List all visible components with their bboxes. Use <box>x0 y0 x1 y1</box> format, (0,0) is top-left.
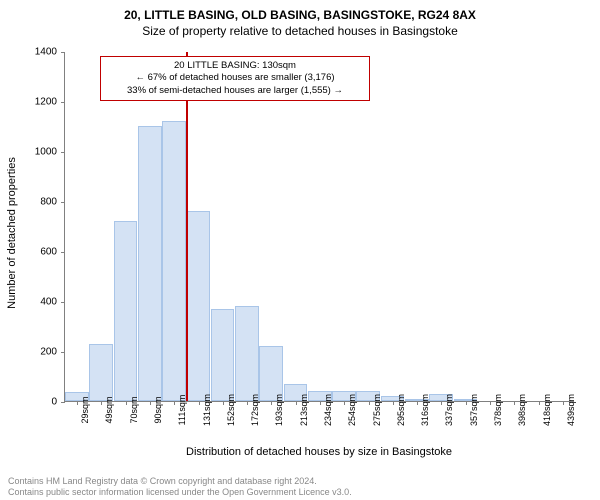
y-tick-mark <box>61 52 65 53</box>
x-tick-mark <box>320 401 321 405</box>
y-tick-mark <box>61 402 65 403</box>
y-tick-mark <box>61 102 65 103</box>
chart-container: 20, LITTLE BASING, OLD BASING, BASINGSTO… <box>0 8 600 468</box>
x-tick-mark <box>174 401 175 405</box>
chart-title-sub: Size of property relative to detached ho… <box>0 24 600 38</box>
annotation-line: 33% of semi-detached houses are larger (… <box>107 85 363 97</box>
x-tick-mark <box>466 401 467 405</box>
y-tick-label: 800 <box>27 197 57 208</box>
x-tick-mark <box>150 401 151 405</box>
property-marker-line <box>186 52 188 401</box>
y-tick-label: 1400 <box>27 47 57 58</box>
x-tick-mark <box>271 401 272 405</box>
x-tick-mark <box>441 401 442 405</box>
x-tick-label: 378sqm <box>493 394 503 426</box>
x-tick-label: 439sqm <box>566 394 576 426</box>
histogram-bar <box>162 121 186 401</box>
y-tick-label: 400 <box>27 297 57 308</box>
annotation-line: 20 LITTLE BASING: 130sqm <box>107 60 363 72</box>
x-tick-mark <box>223 401 224 405</box>
x-tick-mark <box>344 401 345 405</box>
y-tick-label: 600 <box>27 247 57 258</box>
y-tick-mark <box>61 202 65 203</box>
annotation-box: 20 LITTLE BASING: 130sqm← 67% of detache… <box>100 56 370 101</box>
y-axis-label: Number of detached properties <box>6 153 18 313</box>
y-tick-mark <box>61 302 65 303</box>
x-tick-mark <box>393 401 394 405</box>
x-tick-mark <box>490 401 491 405</box>
histogram-bar <box>235 306 259 401</box>
x-tick-mark <box>369 401 370 405</box>
y-tick-label: 1000 <box>27 147 57 158</box>
plot-area: 020040060080010001200140029sqm49sqm70sqm… <box>64 52 574 402</box>
histogram-bar <box>138 126 162 401</box>
y-tick-label: 200 <box>27 347 57 358</box>
histogram-bar <box>89 344 113 402</box>
x-tick-label: 398sqm <box>517 394 527 426</box>
x-tick-mark <box>77 401 78 405</box>
footer-attribution: Contains HM Land Registry data © Crown c… <box>8 476 352 498</box>
annotation-line: ← 67% of detached houses are smaller (3,… <box>107 72 363 84</box>
x-tick-mark <box>539 401 540 405</box>
y-tick-mark <box>61 352 65 353</box>
y-tick-label: 1200 <box>27 97 57 108</box>
y-tick-mark <box>61 152 65 153</box>
x-axis-label: Distribution of detached houses by size … <box>64 446 574 458</box>
x-tick-mark <box>126 401 127 405</box>
x-tick-mark <box>101 401 102 405</box>
histogram-bar <box>186 211 210 401</box>
x-tick-mark <box>199 401 200 405</box>
histogram-bar <box>114 221 138 401</box>
x-tick-label: 357sqm <box>469 394 479 426</box>
x-tick-mark <box>247 401 248 405</box>
footer-line-1: Contains HM Land Registry data © Crown c… <box>8 476 352 487</box>
y-tick-label: 0 <box>27 397 57 408</box>
chart-title-main: 20, LITTLE BASING, OLD BASING, BASINGSTO… <box>0 8 600 22</box>
x-tick-label: 418sqm <box>542 394 552 426</box>
x-tick-mark <box>296 401 297 405</box>
x-tick-mark <box>417 401 418 405</box>
footer-line-2: Contains public sector information licen… <box>8 487 352 498</box>
x-tick-mark <box>563 401 564 405</box>
histogram-bar <box>259 346 283 401</box>
y-tick-mark <box>61 252 65 253</box>
x-tick-mark <box>514 401 515 405</box>
histogram-bar <box>211 309 235 402</box>
